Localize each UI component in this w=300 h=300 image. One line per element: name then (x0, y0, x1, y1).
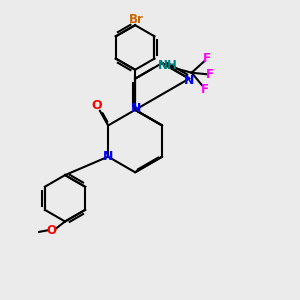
Text: N: N (103, 150, 113, 163)
Text: NH: NH (158, 59, 177, 72)
Text: Br: Br (129, 13, 144, 26)
Text: O: O (46, 224, 56, 237)
Text: O: O (92, 99, 102, 112)
Text: N: N (183, 74, 194, 87)
Text: F: F (201, 82, 209, 96)
Text: F: F (206, 68, 214, 81)
Text: N: N (130, 102, 141, 115)
Text: F: F (203, 52, 211, 65)
